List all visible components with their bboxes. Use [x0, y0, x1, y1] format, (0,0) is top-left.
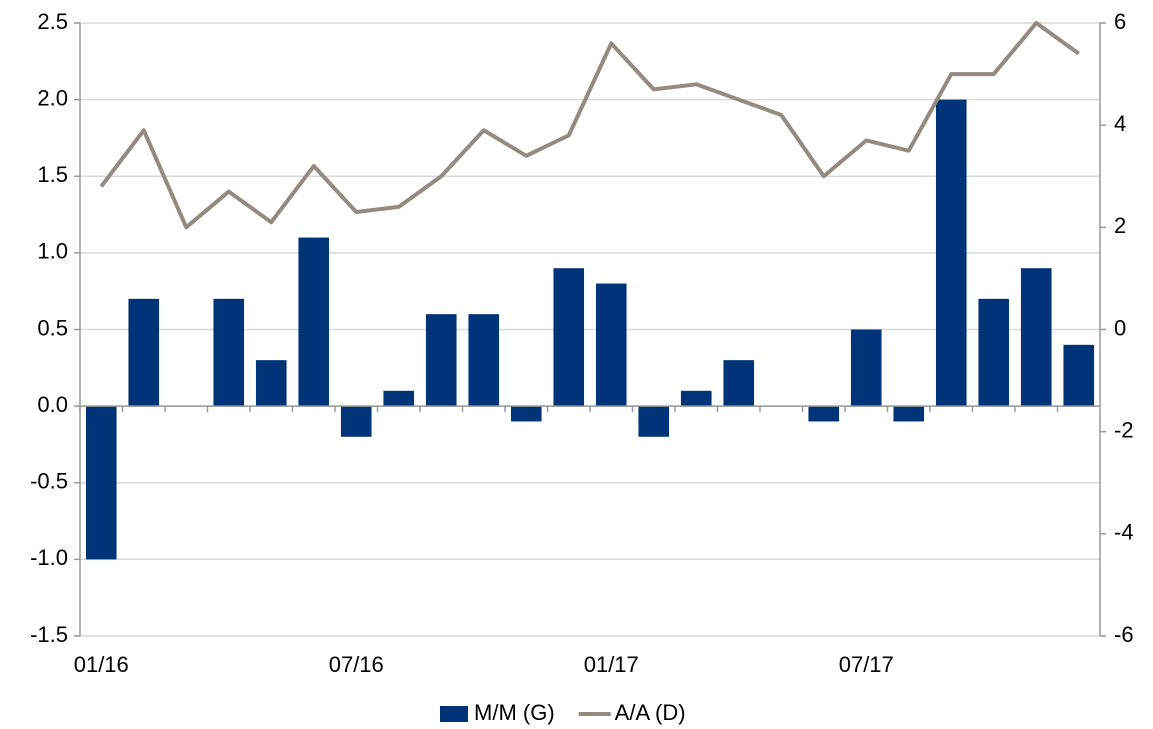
y2-tick-label: -2 [1114, 417, 1134, 442]
x-tick-label: 07/17 [839, 652, 894, 677]
line [99, 21, 1080, 230]
y-tick-label: 1.0 [37, 239, 68, 264]
bar [850, 329, 882, 407]
y-tick-label: -1.5 [30, 622, 68, 647]
x-tick-label: 01/17 [584, 652, 639, 677]
bar [808, 406, 840, 422]
bar [468, 314, 500, 407]
bar [978, 298, 1010, 407]
bar [595, 283, 627, 407]
bar [213, 298, 245, 407]
y-tick-label: -0.5 [30, 469, 68, 494]
bar [680, 390, 712, 407]
bar [893, 406, 925, 422]
y2-tick-label: 0 [1114, 315, 1126, 340]
bar [425, 314, 457, 407]
bar [298, 237, 330, 407]
y-tick-label: 2.0 [37, 85, 68, 110]
bar [340, 406, 372, 437]
legend-swatch [440, 706, 468, 722]
legend-label: A/A (D) [615, 700, 686, 725]
y2-tick-label: 2 [1114, 213, 1126, 238]
bar [935, 99, 967, 407]
bar [510, 406, 542, 422]
y2-tick-label: 6 [1114, 9, 1126, 34]
y2-tick-label: -4 [1114, 520, 1134, 545]
x-tick-label: 07/16 [329, 652, 384, 677]
legend-label: M/M (G) [474, 700, 555, 725]
y-tick-label: 2.5 [37, 9, 68, 34]
bar [128, 298, 160, 407]
y-tick-label: 1.5 [37, 162, 68, 187]
y-tick-label: 0.5 [37, 315, 68, 340]
bar [1020, 268, 1052, 407]
y-tick-label: 0.0 [37, 392, 68, 417]
bar [723, 360, 755, 407]
x-tick-label: 01/16 [74, 652, 129, 677]
bar [1063, 344, 1095, 407]
y2-tick-label: 4 [1114, 111, 1126, 136]
bar [383, 390, 415, 407]
bar [638, 406, 670, 437]
bar [553, 268, 585, 407]
y2-tick-label: -6 [1114, 622, 1134, 647]
bar [85, 406, 117, 560]
y-tick-label: -1.0 [30, 545, 68, 570]
bar [255, 360, 287, 407]
